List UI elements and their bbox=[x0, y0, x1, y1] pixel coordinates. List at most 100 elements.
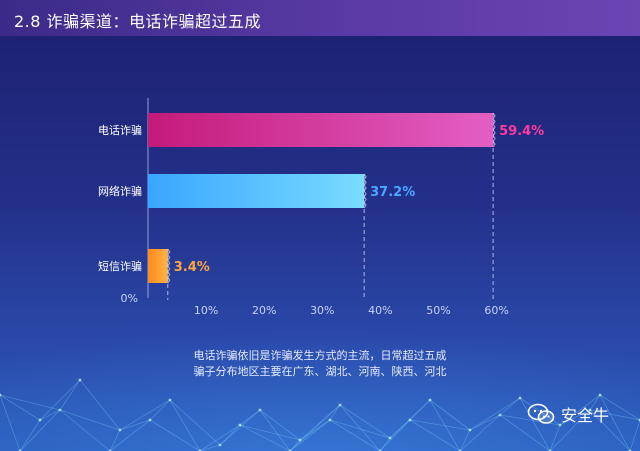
brand-name: 安全牛 bbox=[561, 406, 610, 425]
network-edge bbox=[299, 404, 341, 441]
network-edge bbox=[469, 414, 501, 431]
page-title: 2.8 诈骗渠道：电话诈骗超过五成 bbox=[14, 12, 262, 31]
network-edge bbox=[559, 394, 601, 426]
network-edge bbox=[0, 394, 41, 421]
network-edge bbox=[339, 404, 381, 451]
network-edge bbox=[589, 409, 631, 451]
network-node bbox=[518, 396, 522, 400]
network-node bbox=[218, 443, 222, 447]
x-origin-label: 0% bbox=[121, 292, 138, 305]
network-node bbox=[298, 438, 302, 442]
network-edge bbox=[59, 409, 111, 451]
network-edge bbox=[169, 399, 201, 451]
x-tick-label: 60% bbox=[484, 304, 508, 317]
network-edge bbox=[39, 409, 61, 421]
network-edge bbox=[389, 419, 411, 439]
network-edge bbox=[599, 394, 640, 421]
network-edge bbox=[329, 404, 341, 421]
network-node bbox=[588, 408, 592, 412]
network-node bbox=[388, 436, 392, 440]
network-edge bbox=[459, 414, 501, 451]
wechat-icon bbox=[527, 403, 555, 424]
network-edge bbox=[59, 409, 121, 431]
bar-end-edge bbox=[492, 112, 496, 148]
network-edge bbox=[109, 419, 151, 451]
network-edge bbox=[109, 429, 121, 451]
network-edge bbox=[559, 409, 591, 426]
bar-end-edge bbox=[363, 173, 367, 209]
network-node bbox=[58, 408, 62, 412]
network-edge bbox=[629, 419, 640, 451]
network-node bbox=[428, 398, 432, 402]
network-node bbox=[238, 423, 242, 427]
bar-3 bbox=[148, 249, 168, 283]
network-node bbox=[78, 378, 82, 382]
background-network-decoration bbox=[0, 378, 640, 451]
x-tick-label: 40% bbox=[368, 304, 392, 317]
network-edge bbox=[469, 397, 521, 431]
network-edge bbox=[339, 404, 391, 439]
network-node bbox=[558, 423, 562, 427]
network-edge bbox=[589, 394, 601, 411]
network-edge bbox=[219, 424, 241, 446]
network-edge bbox=[499, 397, 521, 416]
network-edge bbox=[379, 437, 391, 451]
category-label: 短信诈骗 bbox=[98, 259, 142, 273]
network-node bbox=[598, 393, 602, 397]
network-edge bbox=[289, 419, 331, 451]
background-glow bbox=[0, 300, 640, 451]
bar-end-edge bbox=[167, 248, 171, 284]
header-bar: 2.8 诈骗渠道：电话诈骗超过五成 bbox=[0, 0, 640, 36]
network-edge bbox=[239, 409, 261, 426]
brand-logo: 安全牛 bbox=[527, 402, 609, 426]
network-node bbox=[168, 398, 172, 402]
bar-2 bbox=[148, 174, 365, 208]
network-edge bbox=[0, 394, 61, 411]
network-node bbox=[0, 393, 2, 397]
network-edge bbox=[239, 424, 291, 451]
network-edge bbox=[149, 419, 201, 451]
network-node bbox=[118, 428, 122, 432]
bar-1 bbox=[148, 113, 494, 147]
network-edge bbox=[199, 444, 221, 451]
network-edge bbox=[259, 409, 291, 451]
caption-line-2: 骗子分布地区主要在广东、湖北、河南、陕西、河北 bbox=[193, 365, 447, 378]
network-edge bbox=[499, 414, 561, 426]
caption-line-1: 电话诈骗依旧是诈骗发生方式的主流，日常超过五成 bbox=[193, 349, 447, 362]
network-edge bbox=[429, 399, 461, 451]
x-tick-label: 30% bbox=[310, 304, 334, 317]
network-edge bbox=[409, 419, 471, 431]
network-edge bbox=[149, 399, 171, 421]
value-label: 37.2% bbox=[370, 185, 415, 200]
network-edge bbox=[409, 419, 461, 451]
network-edge bbox=[409, 399, 431, 421]
network-node bbox=[328, 418, 332, 422]
value-label: 3.4% bbox=[174, 260, 210, 275]
network-edge bbox=[79, 379, 121, 431]
network-edge bbox=[19, 419, 41, 451]
network-edge bbox=[599, 394, 631, 451]
network-edge bbox=[519, 397, 551, 451]
network-edge bbox=[549, 409, 591, 451]
network-edge bbox=[59, 379, 81, 411]
category-label: 网络诈骗 bbox=[98, 184, 142, 198]
network-edge bbox=[169, 399, 221, 446]
network-edge bbox=[19, 409, 61, 451]
network-edge bbox=[39, 379, 81, 421]
network-edge bbox=[259, 409, 301, 441]
x-tick-label: 50% bbox=[426, 304, 450, 317]
network-edge bbox=[239, 424, 301, 441]
network-edge bbox=[119, 399, 171, 431]
network-edge bbox=[289, 404, 341, 451]
network-edge bbox=[429, 399, 471, 431]
network-node bbox=[38, 418, 42, 422]
network-edge bbox=[459, 429, 471, 451]
network-node bbox=[148, 418, 152, 422]
network-node bbox=[498, 413, 502, 417]
category-label: 电话诈骗 bbox=[98, 123, 142, 137]
network-edge bbox=[0, 394, 21, 451]
value-label: 59.4% bbox=[499, 124, 544, 139]
network-edge bbox=[329, 419, 381, 451]
network-edge bbox=[119, 419, 151, 431]
